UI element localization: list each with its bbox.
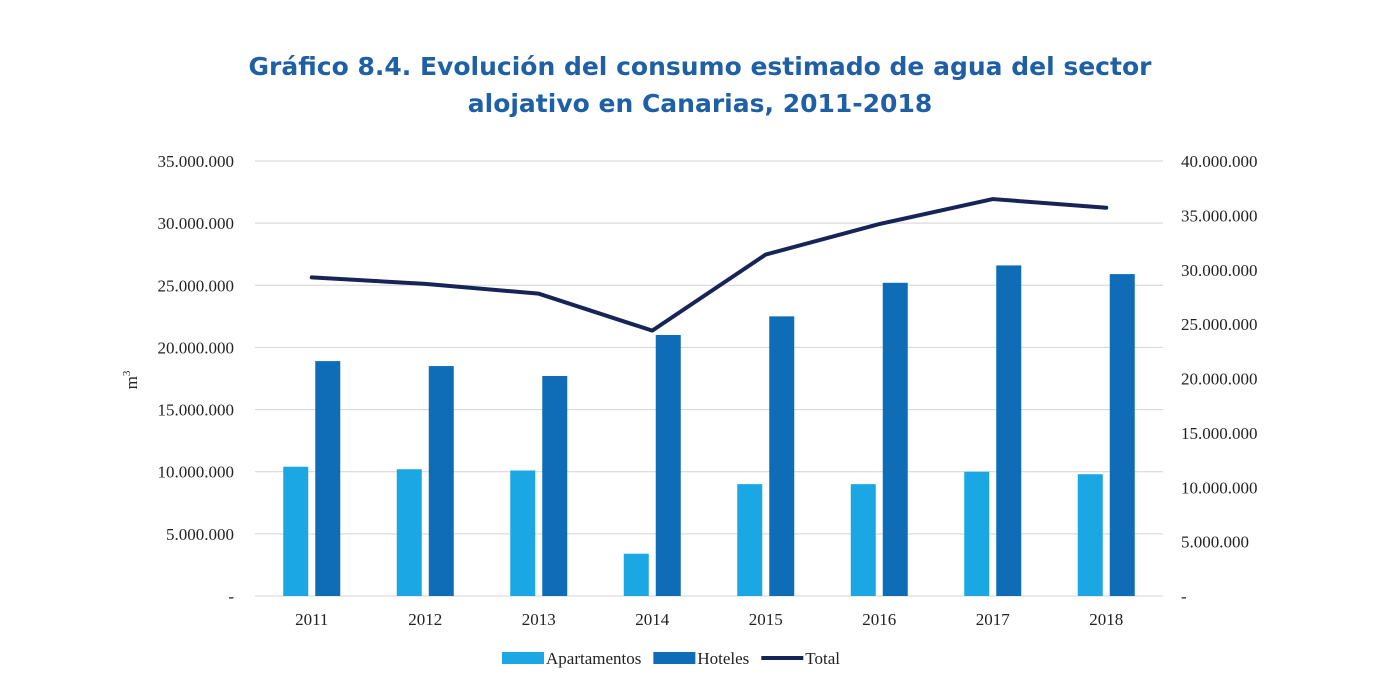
y-axis-label: m3 [121, 370, 141, 389]
bar-apartamentos-2015 [737, 484, 763, 596]
y2-tick-label: 30.000.000 [1181, 261, 1258, 280]
point-total-2013 [537, 292, 541, 296]
x-tick-label: 2015 [749, 610, 783, 629]
line-total [309, 197, 1109, 333]
x-tick-label: 2011 [295, 610, 328, 629]
y2-tick-label: 10.000.000 [1181, 478, 1258, 497]
bar-apartamentos-2011 [283, 466, 309, 596]
chart-title: Gráfico 8.4. Evolución del consumo estim… [0, 48, 1400, 122]
bar-hoteles-2015 [769, 316, 795, 596]
point-total-2018 [1104, 206, 1108, 210]
x-tick-label: 2012 [408, 610, 442, 629]
point-total-2016 [877, 222, 881, 226]
legend-label-hoteles: Hoteles [697, 649, 749, 668]
bar-hoteles-2018 [1109, 274, 1135, 596]
bar-hoteles-2016 [882, 282, 908, 596]
y2-tick-label: - [1181, 587, 1187, 606]
bar-apartamentos-2018 [1077, 474, 1103, 596]
y-tick-label: 35.000.000 [158, 152, 235, 171]
chart-title-line-2: alojativo en Canarias, 2011-2018 [467, 89, 933, 118]
bar-apartamentos-2014 [623, 553, 649, 596]
bar-hoteles-2011 [315, 361, 341, 596]
y-tick-label: 10.000.000 [158, 463, 235, 482]
bar-hoteles-2012 [428, 366, 454, 596]
legend-swatch-hoteles [653, 652, 696, 664]
point-total-2017 [991, 197, 995, 201]
legend-label-apartamentos: Apartamentos [546, 649, 641, 668]
y-tick-label: - [228, 587, 234, 606]
point-total-2011 [310, 275, 314, 279]
x-tick-label: 2013 [522, 610, 556, 629]
legend-swatch-apartamentos [502, 652, 544, 664]
y2-tick-label: 25.000.000 [1181, 315, 1258, 334]
point-total-2014 [650, 329, 654, 333]
y-tick-label: 30.000.000 [158, 214, 235, 233]
bar-hoteles-2017 [996, 265, 1022, 596]
y2-tick-label: 35.000.000 [1181, 206, 1258, 225]
legend-label-total: Total [805, 649, 840, 668]
y2-tick-label: 5.000.000 [1181, 533, 1249, 552]
y-tick-label: 20.000.000 [158, 338, 235, 357]
x-tick-label: 2014 [635, 610, 670, 629]
bar-hoteles-2013 [542, 376, 568, 596]
y2-tick-label: 15.000.000 [1181, 424, 1258, 443]
x-tick-label: 2016 [862, 610, 896, 629]
chart-title-line-1: Gráfico 8.4. Evolución del consumo estim… [248, 52, 1152, 81]
x-tick-label: 2017 [976, 610, 1011, 629]
y-tick-label: 15.000.000 [158, 401, 235, 420]
x-tick-label: 2018 [1089, 610, 1123, 629]
y2-tick-label: 40.000.000 [1181, 152, 1258, 171]
bar-apartamentos-2016 [850, 484, 876, 596]
point-total-2012 [423, 282, 427, 286]
y-tick-label: 5.000.000 [166, 525, 234, 544]
point-total-2015 [764, 253, 768, 257]
bar-apartamentos-2017 [964, 471, 990, 596]
bar-apartamentos-2012 [396, 469, 422, 596]
y-axis-label-unit: m [122, 376, 141, 389]
y-axis-label-superscript: 3 [121, 370, 133, 376]
y2-tick-label: 20.000.000 [1181, 370, 1258, 389]
bar-apartamentos-2013 [510, 470, 536, 596]
y-tick-label: 25.000.000 [158, 276, 235, 295]
bar-hoteles-2014 [655, 335, 681, 596]
